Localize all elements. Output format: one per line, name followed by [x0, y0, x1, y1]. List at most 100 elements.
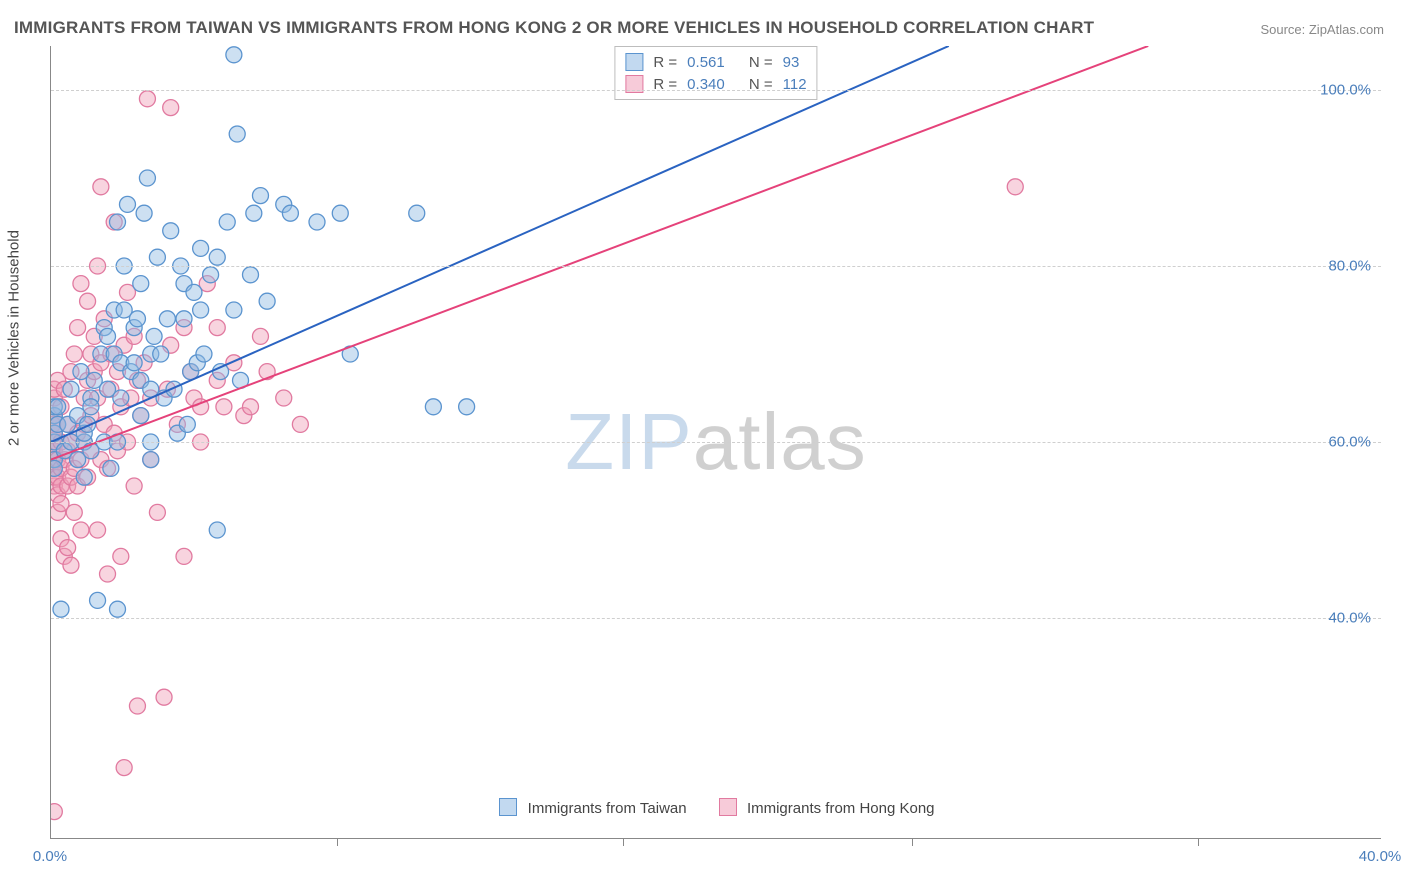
bottom-legend: Immigrants from Taiwan Immigrants from H… [0, 798, 1406, 817]
x-tick-label: 0.0% [33, 848, 67, 865]
gridline [51, 442, 1381, 443]
data-point-taiwan [196, 346, 212, 362]
corr-row-hongkong: R = 0.340 N = 112 [625, 73, 806, 95]
data-point-taiwan [163, 223, 179, 239]
data-point-taiwan [143, 452, 159, 468]
data-point-taiwan [76, 469, 92, 485]
x-tick-mark [623, 838, 624, 846]
data-point-taiwan [193, 240, 209, 256]
data-point-taiwan [213, 364, 229, 380]
x-tick-mark [1198, 838, 1199, 846]
data-point-taiwan [186, 284, 202, 300]
data-point-hongkong [163, 100, 179, 116]
data-point-taiwan [243, 267, 259, 283]
data-point-taiwan [282, 205, 298, 221]
data-point-taiwan [63, 381, 79, 397]
data-point-taiwan [226, 47, 242, 63]
data-point-taiwan [409, 205, 425, 221]
data-point-hongkong [176, 548, 192, 564]
x-tick-label: 40.0% [1359, 848, 1402, 865]
source-label: Source: ZipAtlas.com [1260, 22, 1384, 37]
data-point-hongkong [209, 320, 225, 336]
data-point-taiwan [113, 390, 129, 406]
data-point-taiwan [110, 601, 126, 617]
gridline [51, 266, 1381, 267]
data-point-taiwan [100, 328, 116, 344]
data-point-taiwan [133, 276, 149, 292]
y-tick-label: 80.0% [1328, 258, 1371, 275]
swatch-blue-icon [625, 53, 643, 71]
data-point-taiwan [129, 311, 145, 327]
data-point-taiwan [153, 346, 169, 362]
data-point-taiwan [459, 399, 475, 415]
data-point-hongkong [73, 522, 89, 538]
data-point-taiwan [83, 399, 99, 415]
legend-label-taiwan: Immigrants from Taiwan [528, 800, 687, 817]
data-point-hongkong [252, 328, 268, 344]
data-point-taiwan [139, 170, 155, 186]
data-point-taiwan [252, 188, 268, 204]
data-point-hongkong [216, 399, 232, 415]
data-point-taiwan [146, 328, 162, 344]
data-point-taiwan [332, 205, 348, 221]
data-point-hongkong [73, 276, 89, 292]
data-point-taiwan [229, 126, 245, 142]
corr-R-label: R = [653, 54, 677, 71]
data-point-hongkong [90, 522, 106, 538]
data-point-hongkong [276, 390, 292, 406]
x-tick-mark [912, 838, 913, 846]
data-point-hongkong [100, 566, 116, 582]
y-axis-label: 2 or more Vehicles in Household [6, 230, 23, 446]
data-point-hongkong [66, 346, 82, 362]
data-point-hongkong [60, 540, 76, 556]
x-tick-mark [337, 838, 338, 846]
legend-label-hongkong: Immigrants from Hong Kong [747, 800, 935, 817]
data-point-hongkong [93, 179, 109, 195]
y-tick-label: 40.0% [1328, 610, 1371, 627]
data-point-hongkong [129, 698, 145, 714]
data-point-hongkong [116, 760, 132, 776]
data-point-taiwan [176, 311, 192, 327]
data-point-hongkong [156, 689, 172, 705]
data-point-taiwan [209, 522, 225, 538]
data-point-taiwan [209, 249, 225, 265]
data-point-hongkong [292, 416, 308, 432]
data-point-taiwan [90, 592, 106, 608]
data-point-hongkong [80, 293, 96, 309]
data-point-hongkong [70, 320, 86, 336]
corr-R-taiwan: 0.561 [687, 54, 725, 71]
y-tick-label: 100.0% [1320, 82, 1371, 99]
data-point-taiwan [110, 214, 126, 230]
correlation-legend: R = 0.561 N = 93 R = 0.340 N = 112 [614, 46, 817, 100]
data-point-taiwan [126, 355, 142, 371]
data-point-hongkong [1007, 179, 1023, 195]
data-point-hongkong [113, 548, 129, 564]
gridline [51, 618, 1381, 619]
y-tick-label: 60.0% [1328, 434, 1371, 451]
data-point-taiwan [259, 293, 275, 309]
data-point-hongkong [126, 478, 142, 494]
chart-container: IMMIGRANTS FROM TAIWAN VS IMMIGRANTS FRO… [0, 0, 1406, 892]
data-point-taiwan [309, 214, 325, 230]
data-point-hongkong [139, 91, 155, 107]
data-point-taiwan [51, 399, 66, 415]
data-point-taiwan [219, 214, 235, 230]
gridline [51, 90, 1381, 91]
data-point-taiwan [203, 267, 219, 283]
corr-row-taiwan: R = 0.561 N = 93 [625, 51, 806, 73]
data-point-taiwan [51, 460, 62, 476]
data-point-taiwan [53, 601, 69, 617]
data-point-taiwan [226, 302, 242, 318]
data-point-taiwan [179, 416, 195, 432]
data-point-taiwan [103, 460, 119, 476]
data-point-taiwan [425, 399, 441, 415]
swatch-blue-icon [499, 798, 517, 816]
data-point-taiwan [133, 408, 149, 424]
data-point-hongkong [66, 504, 82, 520]
data-point-taiwan [246, 205, 262, 221]
plot-area: ZIPatlas R = 0.561 N = 93 R = 0.340 N = … [50, 46, 1381, 839]
data-point-taiwan [159, 311, 175, 327]
trend-line-taiwan [51, 46, 949, 442]
data-point-taiwan [119, 196, 135, 212]
corr-N-taiwan: 93 [783, 54, 800, 71]
